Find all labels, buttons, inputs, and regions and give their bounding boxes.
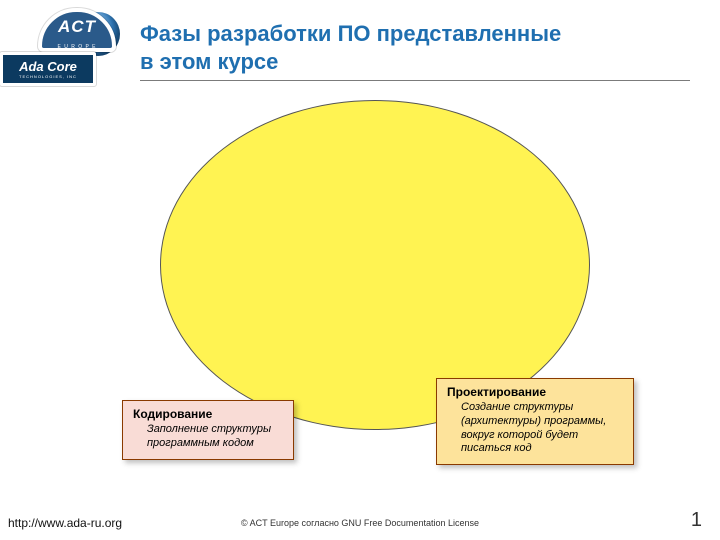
adacore-logo-text: Ada Core bbox=[19, 60, 77, 73]
page-number: 1 bbox=[691, 509, 702, 532]
title-divider bbox=[140, 80, 690, 81]
act-logo: ACT E U R O P E bbox=[38, 8, 116, 52]
footer-copyright: © ACT Europe согласно GNU Free Documenta… bbox=[0, 518, 720, 528]
title-line-2: в этом курсе bbox=[140, 48, 690, 76]
coding-box-title: Кодирование bbox=[133, 407, 283, 421]
design-box: Проектирование Создание структуры (архит… bbox=[436, 378, 634, 465]
slide-title: Фазы разработки ПО представленные в этом… bbox=[140, 20, 690, 75]
coding-box: Кодирование Заполнение структуры програм… bbox=[122, 400, 294, 460]
adacore-logo-subtext: TECHNOLOGIES, INC bbox=[19, 75, 77, 79]
coding-box-desc: Заполнение структуры программным кодом bbox=[133, 423, 283, 451]
slide: ACT E U R O P E Ada Core TECHNOLOGIES, I… bbox=[0, 0, 720, 540]
adacore-logo: Ada Core TECHNOLOGIES, INC bbox=[0, 52, 96, 86]
act-logo-subtext: E U R O P E bbox=[38, 44, 116, 50]
design-box-desc: Создание структуры (архитектуры) програм… bbox=[447, 401, 623, 456]
title-line-1: Фазы разработки ПО представленные bbox=[140, 20, 690, 48]
act-logo-text: ACT bbox=[38, 17, 116, 37]
logo-area: ACT E U R O P E Ada Core TECHNOLOGIES, I… bbox=[0, 0, 110, 52]
design-box-title: Проектирование bbox=[447, 385, 623, 399]
